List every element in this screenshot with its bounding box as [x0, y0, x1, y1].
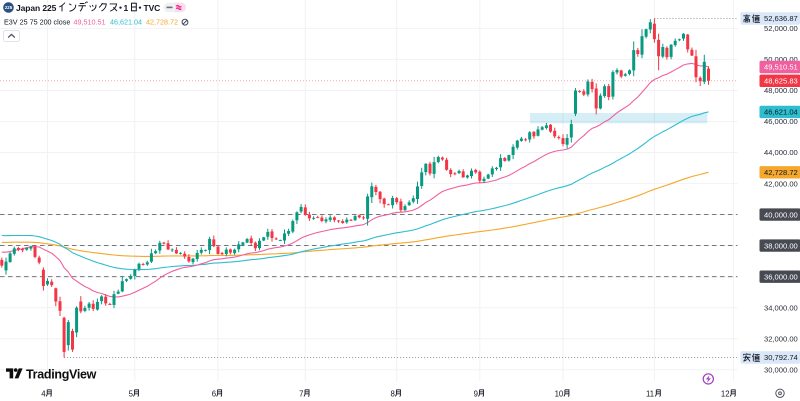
svg-text:8: 8 — [391, 389, 395, 398]
svg-text:4: 4 — [41, 389, 46, 398]
svg-text:12: 12 — [721, 389, 730, 398]
svg-text:40,000.00: 40,000.00 — [764, 210, 798, 219]
svg-text:5: 5 — [129, 389, 134, 398]
svg-text:48,625.83: 48,625.83 — [764, 77, 798, 86]
svg-text:10: 10 — [555, 389, 564, 398]
svg-text:52,000.00: 52,000.00 — [764, 24, 798, 33]
svg-text:7: 7 — [299, 389, 303, 398]
svg-text:52,636.87: 52,636.87 — [764, 14, 798, 23]
svg-text:50,000.00: 50,000.00 — [764, 55, 798, 64]
svg-text:11: 11 — [646, 389, 654, 398]
svg-text:34,000.00: 34,000.00 — [764, 303, 798, 312]
svg-text:30,792.74: 30,792.74 — [764, 353, 798, 362]
svg-text:9: 9 — [474, 389, 478, 398]
svg-text:32,000.00: 32,000.00 — [764, 334, 798, 343]
svg-text:E3V 25 75 200 close: E3V 25 75 200 close — [4, 17, 70, 26]
svg-text:49,510.51: 49,510.51 — [74, 17, 106, 26]
svg-text:46,621.04: 46,621.04 — [764, 108, 798, 117]
svg-text:49,510.51: 49,510.51 — [764, 63, 798, 72]
svg-text:38,000.00: 38,000.00 — [764, 241, 798, 250]
svg-text:36,000.00: 36,000.00 — [764, 272, 798, 281]
svg-text:46,621.04: 46,621.04 — [110, 17, 142, 26]
svg-text:225: 225 — [5, 5, 13, 10]
svg-text:1: 1 — [124, 3, 129, 13]
svg-text:42,728.72: 42,728.72 — [764, 168, 798, 177]
svg-text:TradingView: TradingView — [26, 367, 97, 381]
svg-text:42,728.72: 42,728.72 — [146, 17, 178, 26]
svg-text:48,000.00: 48,000.00 — [764, 86, 798, 95]
svg-text:44,000.00: 44,000.00 — [764, 148, 798, 157]
svg-text:TVC: TVC — [144, 3, 161, 13]
svg-text:6: 6 — [212, 389, 216, 398]
svg-text:42,000.00: 42,000.00 — [764, 179, 798, 188]
svg-text:30,000.00: 30,000.00 — [764, 366, 798, 375]
svg-text:46,000.00: 46,000.00 — [764, 117, 798, 126]
svg-text:Japan 225: Japan 225 — [16, 3, 57, 13]
